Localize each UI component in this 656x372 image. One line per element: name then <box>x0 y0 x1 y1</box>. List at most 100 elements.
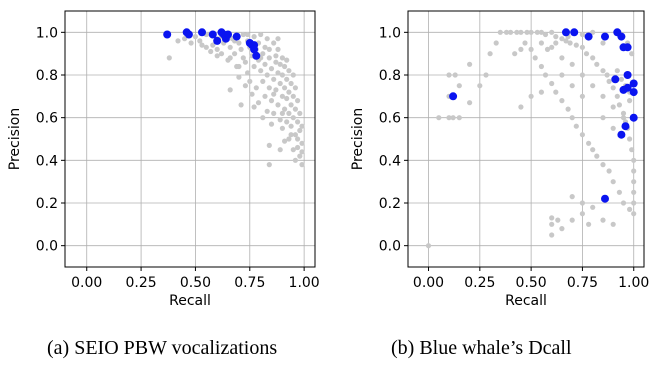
background-point <box>456 83 462 89</box>
highlight-point <box>224 30 232 39</box>
background-point <box>227 55 233 61</box>
background-point <box>600 217 606 223</box>
background-point <box>586 221 592 227</box>
x-tick-label: 0.25 <box>126 275 157 291</box>
background-point <box>277 80 283 87</box>
highlight-point <box>629 88 638 97</box>
background-point <box>616 102 623 108</box>
highlight-point <box>449 92 458 101</box>
background-point <box>251 63 257 70</box>
background-point <box>565 106 571 112</box>
background-point <box>616 189 623 195</box>
background-point <box>512 51 518 57</box>
background-point <box>549 221 555 227</box>
background-point <box>452 72 458 78</box>
background-point <box>299 162 305 168</box>
background-point <box>522 40 528 46</box>
highlight-point <box>617 32 626 41</box>
highlight-point <box>208 30 217 39</box>
background-point <box>614 68 620 74</box>
background-point <box>569 194 575 200</box>
y-tick-label: 1.0 <box>36 25 58 41</box>
background-point <box>559 72 565 78</box>
background-point <box>538 40 545 46</box>
x-tick-label: 1.00 <box>289 275 320 291</box>
background-point <box>477 83 483 89</box>
background-point <box>590 204 596 210</box>
background-point <box>214 53 220 59</box>
background-point <box>260 51 266 57</box>
background-point <box>446 115 452 121</box>
background-point <box>273 87 279 93</box>
y-tick-label: 0.0 <box>36 239 58 255</box>
background-point <box>631 179 637 185</box>
background-point <box>188 40 194 46</box>
background-point <box>268 121 275 127</box>
caption-a: (a) SEIO PBW vocalizations <box>47 337 278 359</box>
x-tick-label: 1.00 <box>618 275 649 291</box>
background-point <box>277 147 283 153</box>
background-point <box>288 123 294 129</box>
background-point <box>279 93 285 99</box>
x-tick-label: 0.50 <box>180 275 211 291</box>
background-point <box>583 51 590 57</box>
background-point <box>620 110 627 116</box>
background-point <box>290 72 296 78</box>
background-point <box>493 40 499 46</box>
background-point <box>590 83 596 89</box>
background-point <box>282 85 288 91</box>
background-point <box>203 44 209 50</box>
background-point <box>450 115 456 121</box>
background-point <box>579 211 586 217</box>
background-point <box>579 132 586 138</box>
y-tick-label: 1.0 <box>379 25 401 41</box>
background-point <box>631 189 637 195</box>
background-point <box>236 63 242 70</box>
x-axis-label: Recall <box>169 293 211 309</box>
background-point <box>295 136 301 142</box>
background-point <box>627 206 633 212</box>
background-point <box>586 140 592 146</box>
background-point <box>262 61 268 67</box>
background-point <box>559 98 565 104</box>
background-point <box>487 51 493 57</box>
chart-b: 0.00 0.25 0.50 0.75 1.00 0.0 0.2 0.4 0.6 0.8 1.0 Re… <box>350 10 649 309</box>
background-point <box>279 72 285 78</box>
background-point <box>518 46 524 53</box>
background-point <box>534 29 540 35</box>
background-point <box>260 78 266 84</box>
background-point <box>275 102 281 108</box>
background-point <box>538 29 545 35</box>
background-point <box>620 200 627 206</box>
background-point <box>245 31 251 38</box>
background-point <box>266 142 272 148</box>
x-tick-label: 0.75 <box>234 275 265 291</box>
background-point <box>240 55 246 61</box>
background-point <box>542 72 549 78</box>
chart-a: 0.00 0.25 0.50 0.75 1.00 0.0 0.2 0.4 0.6 0.8 1.0 Re… <box>7 10 320 309</box>
background-point <box>297 153 303 159</box>
background-point <box>528 93 534 99</box>
background-point <box>604 72 610 78</box>
background-point <box>271 76 277 82</box>
background-point <box>299 123 305 129</box>
background-point <box>618 76 625 82</box>
background-point <box>600 162 606 168</box>
highlight-point <box>163 30 172 39</box>
background-point <box>518 29 524 35</box>
background-point <box>262 93 268 99</box>
background-point <box>288 132 294 138</box>
background-point <box>266 85 272 91</box>
background-point <box>271 91 277 97</box>
background-point <box>590 55 596 61</box>
background-point <box>214 46 220 53</box>
background-point <box>266 46 272 53</box>
background-point <box>569 217 575 223</box>
background-point <box>166 55 172 61</box>
highlight-point <box>623 43 632 52</box>
highlight-point <box>621 122 630 131</box>
background-point <box>277 61 283 67</box>
background-point <box>559 55 565 61</box>
background-point <box>590 147 596 153</box>
background-point <box>242 59 248 65</box>
